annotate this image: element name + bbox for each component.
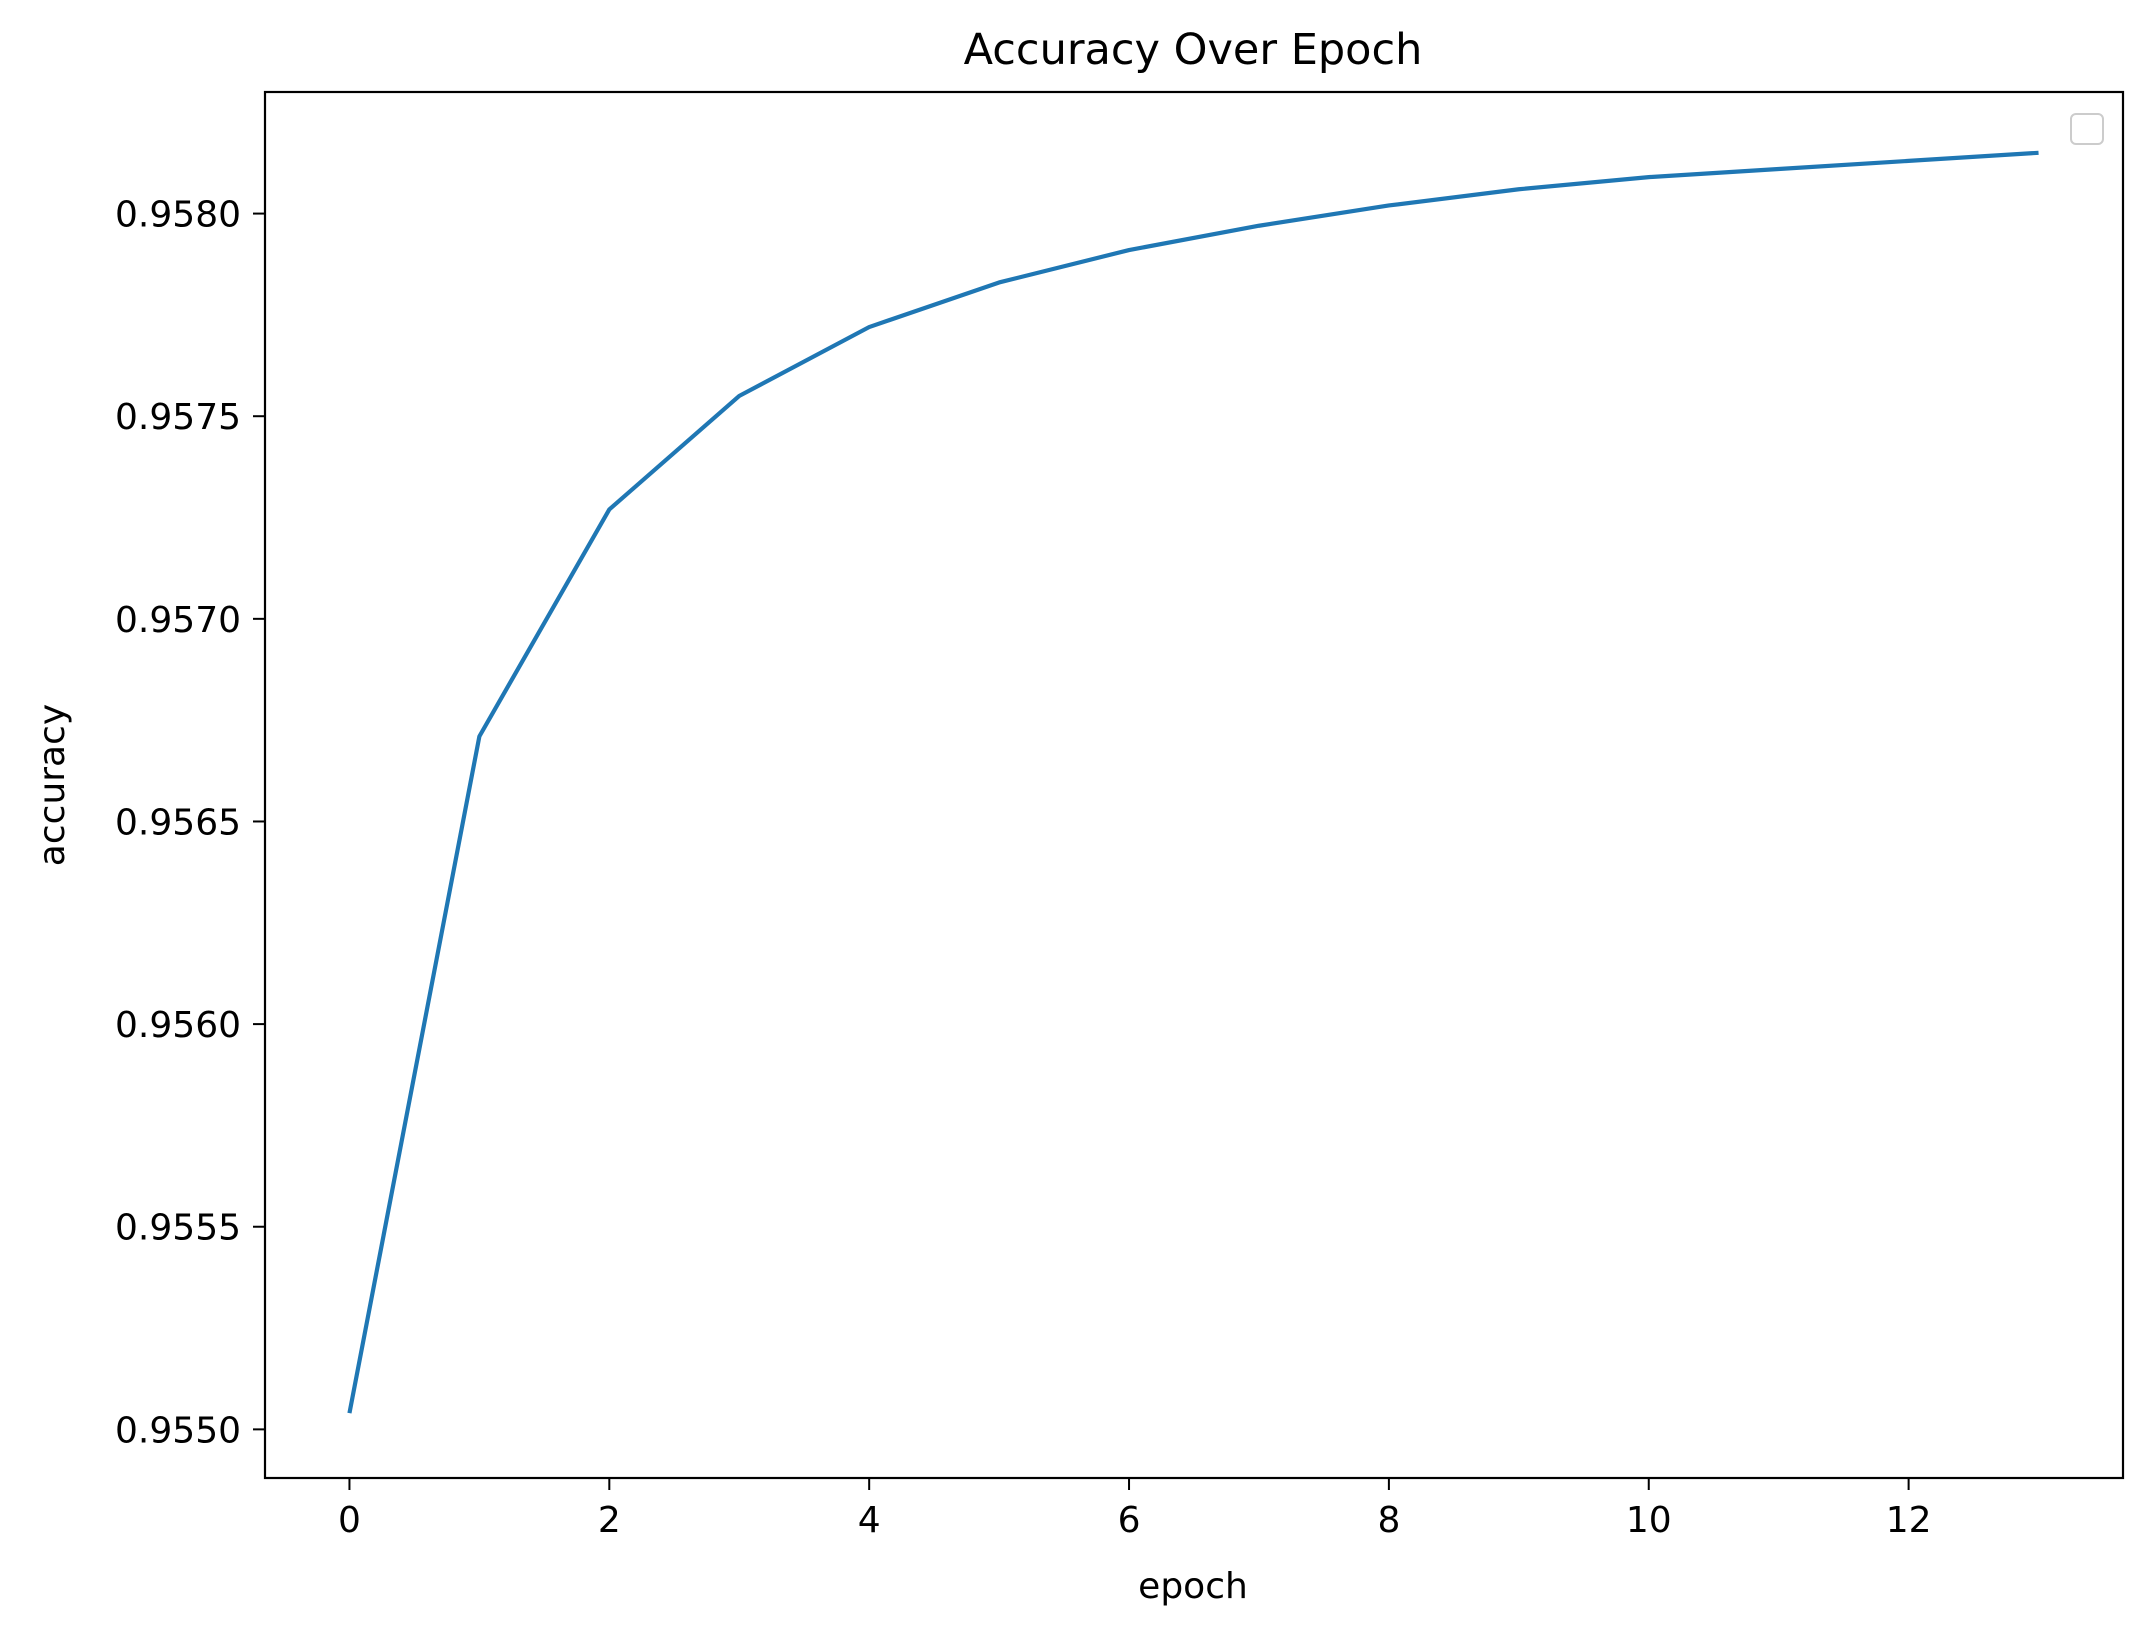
y-tick-label: 0.9575 <box>115 397 241 438</box>
x-axis: 0 2 4 6 8 10 12 <box>338 1478 1932 1541</box>
y-tick-label: 0.9560 <box>115 1005 241 1046</box>
plot-frame <box>263 90 2125 1480</box>
x-tick-label: 10 <box>1626 1500 1672 1541</box>
plot-area <box>263 90 2125 1480</box>
series-layer <box>347 150 2039 1414</box>
y-tick-label: 0.9550 <box>115 1410 241 1451</box>
y-tick-label: 0.9555 <box>115 1208 241 1249</box>
y-tick-label: 0.9570 <box>115 600 241 641</box>
y-axis: 0.9550 0.9555 0.9560 0.9565 0.9570 0.9575 0.95… <box>115 195 265 1451</box>
plot-background <box>265 92 2123 1478</box>
x-tick-label: 6 <box>1118 1500 1141 1541</box>
legend-box <box>2070 113 2104 145</box>
x-axis-label: epoch <box>1138 1566 1248 1607</box>
y-tick-label: 0.9580 <box>115 195 241 236</box>
x-tick-label: 4 <box>858 1500 881 1541</box>
x-tick-label: 0 <box>338 1500 361 1541</box>
x-tick-label: 8 <box>1377 1500 1400 1541</box>
y-tick-label: 0.9565 <box>115 802 241 843</box>
y-axis-label: accuracy <box>32 704 73 866</box>
series-line-0 <box>347 150 2039 1414</box>
chart-title: Accuracy Over Epoch <box>964 25 1423 75</box>
x-tick-label: 2 <box>598 1500 621 1541</box>
x-tick-label: 12 <box>1886 1500 1932 1541</box>
